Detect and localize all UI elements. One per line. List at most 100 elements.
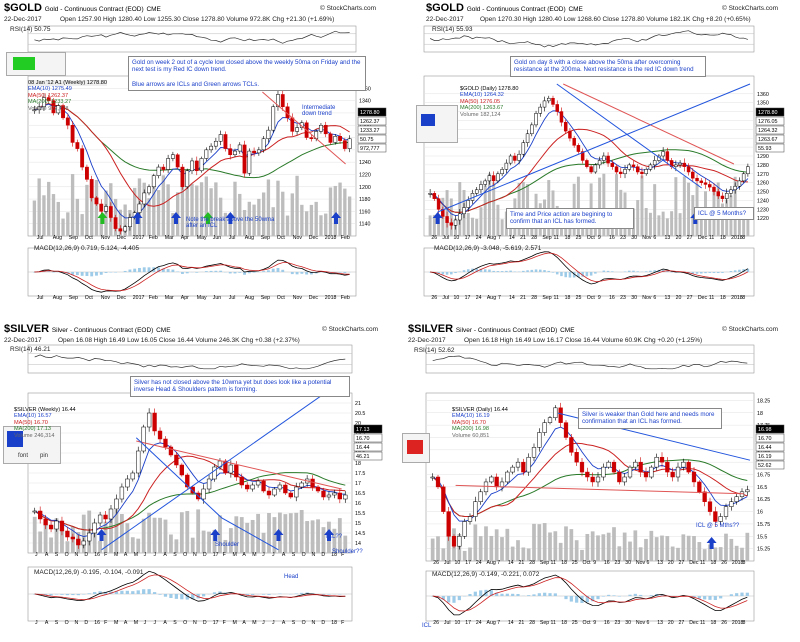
macd-x-tick-label: N: [193, 620, 197, 626]
x-tick-label: Dec: [117, 235, 127, 241]
x-tick-label: Sep: [540, 560, 549, 566]
color-swatch[interactable]: [407, 440, 423, 454]
candle: [494, 476, 499, 488]
candle: [746, 166, 750, 175]
color-tool[interactable]: [402, 433, 430, 463]
value-tag: 1276.05: [758, 119, 778, 125]
gold-daily-chart: 1220123012401250126012701280129013001310…: [423, 25, 785, 301]
macd-label: MACD(12,26,9) 0.719, 5.124, -4.405: [34, 245, 140, 252]
x-tick-label: 18: [720, 235, 726, 241]
source[interactable]: © StockCharts.com: [722, 326, 779, 333]
source[interactable]: © StockCharts.com: [320, 5, 377, 12]
volume-bar: [32, 200, 37, 236]
volume-bar: [686, 535, 691, 561]
volume-bar: [276, 180, 280, 236]
macd-histogram-bar: [295, 272, 299, 275]
candle: [119, 486, 125, 500]
color-swatch[interactable]: [421, 114, 435, 126]
macd-histogram-bar: [32, 272, 36, 273]
candle: [644, 169, 648, 175]
x-tick-label: A: [163, 552, 167, 558]
value-tag-bg: [755, 116, 785, 126]
volume-bar: [161, 175, 166, 236]
contract-name: Silver - Continuous Contract (EOD): [455, 327, 558, 334]
macd-x-tick-label: 13: [657, 620, 663, 626]
volume-bar: [70, 174, 75, 236]
volume-bar: [285, 215, 290, 236]
volume-bar: [746, 207, 750, 236]
color-tool[interactable]: font pin: [3, 426, 61, 464]
macd-histogram-bar: [591, 596, 595, 602]
candle: [702, 491, 707, 502]
candle: [489, 476, 494, 483]
candle: [323, 124, 328, 135]
macd-histogram-bar: [262, 271, 266, 272]
macd-x-tick-label: J: [144, 620, 147, 626]
macd-x-tick-label: 2018: [731, 295, 743, 301]
source[interactable]: © StockCharts.com: [322, 326, 379, 333]
macd-histogram-bar: [90, 272, 94, 277]
macd-histogram-bar: [466, 269, 470, 272]
contract-name: Silver - Continuous Contract (EOD): [51, 327, 154, 334]
legend-price: $SILVER (Weekly) 16.44: [14, 407, 76, 413]
macd-histogram-bar: [65, 594, 70, 596]
candle: [611, 461, 617, 473]
volume-bar: [333, 185, 337, 236]
color-tool[interactable]: [416, 105, 458, 143]
volume-bar: [724, 533, 728, 561]
macd-histogram-bar: [537, 593, 541, 596]
macd-histogram-bar: [252, 272, 256, 273]
candle: [643, 471, 649, 478]
candle: [441, 209, 445, 217]
volume-bar: [299, 510, 304, 553]
color-swatch[interactable]: [13, 57, 35, 70]
candle: [170, 154, 175, 159]
macd-histogram-bar: [543, 592, 547, 596]
volume-bar: [80, 214, 84, 236]
volume-bar: [500, 537, 504, 561]
volume-bar: [670, 546, 675, 561]
macd-x-tick-label: F: [104, 620, 107, 626]
color-swatch[interactable]: [7, 431, 23, 447]
volume-bar: [510, 546, 515, 561]
macd-histogram-bar: [633, 593, 637, 596]
candle: [59, 520, 65, 532]
macd-histogram-bar: [733, 270, 737, 272]
tool-pin-label[interactable]: pin: [40, 453, 49, 459]
candle: [299, 482, 304, 488]
candle: [38, 510, 43, 520]
x-tick-label: 8: [742, 235, 745, 241]
macd-histogram-bar: [166, 269, 170, 272]
ic-down-trend-line: [455, 484, 744, 495]
volume-bar: [462, 550, 467, 561]
tool-font-label[interactable]: font: [18, 453, 29, 459]
color-tool[interactable]: [6, 52, 66, 76]
candle: [572, 137, 576, 146]
x-tick-label: Jul: [444, 560, 451, 566]
macd-histogram-bar: [612, 595, 616, 596]
macd-histogram-bar: [589, 272, 593, 276]
y-tick-label: 16.5: [355, 491, 365, 497]
price-legend: $SILVER (Daily) 16.44 EMA(10) 16.19 MA(5…: [452, 407, 508, 439]
candle: [347, 138, 352, 149]
commentary-note: Gold on week 2 out of a cycle low closed…: [128, 56, 366, 92]
price-legend: 08 Jan '12 A1 (Weekly) 1278.80 EMA(10) 1…: [28, 80, 108, 112]
x-tick-label: 23: [620, 235, 626, 241]
volume-bar: [38, 531, 43, 553]
candle: [457, 536, 462, 547]
icl-arrow: [225, 212, 236, 224]
macd-x-tick-label: 18: [711, 620, 717, 626]
source[interactable]: © StockCharts.com: [722, 5, 779, 12]
x-tick-label: 23: [615, 560, 621, 566]
value-tag: 16.98: [758, 427, 772, 433]
volume-bar: [713, 547, 718, 561]
macd-x-tick-label: Feb: [341, 295, 350, 301]
candle: [228, 464, 234, 474]
candle: [576, 145, 581, 152]
value-tag-bg: [357, 116, 387, 126]
macd-signal-line: [34, 262, 350, 292]
volume-bar: [163, 519, 168, 553]
volume-bar: [47, 181, 51, 236]
macd-histogram-bar: [585, 596, 589, 603]
candle: [283, 484, 288, 494]
